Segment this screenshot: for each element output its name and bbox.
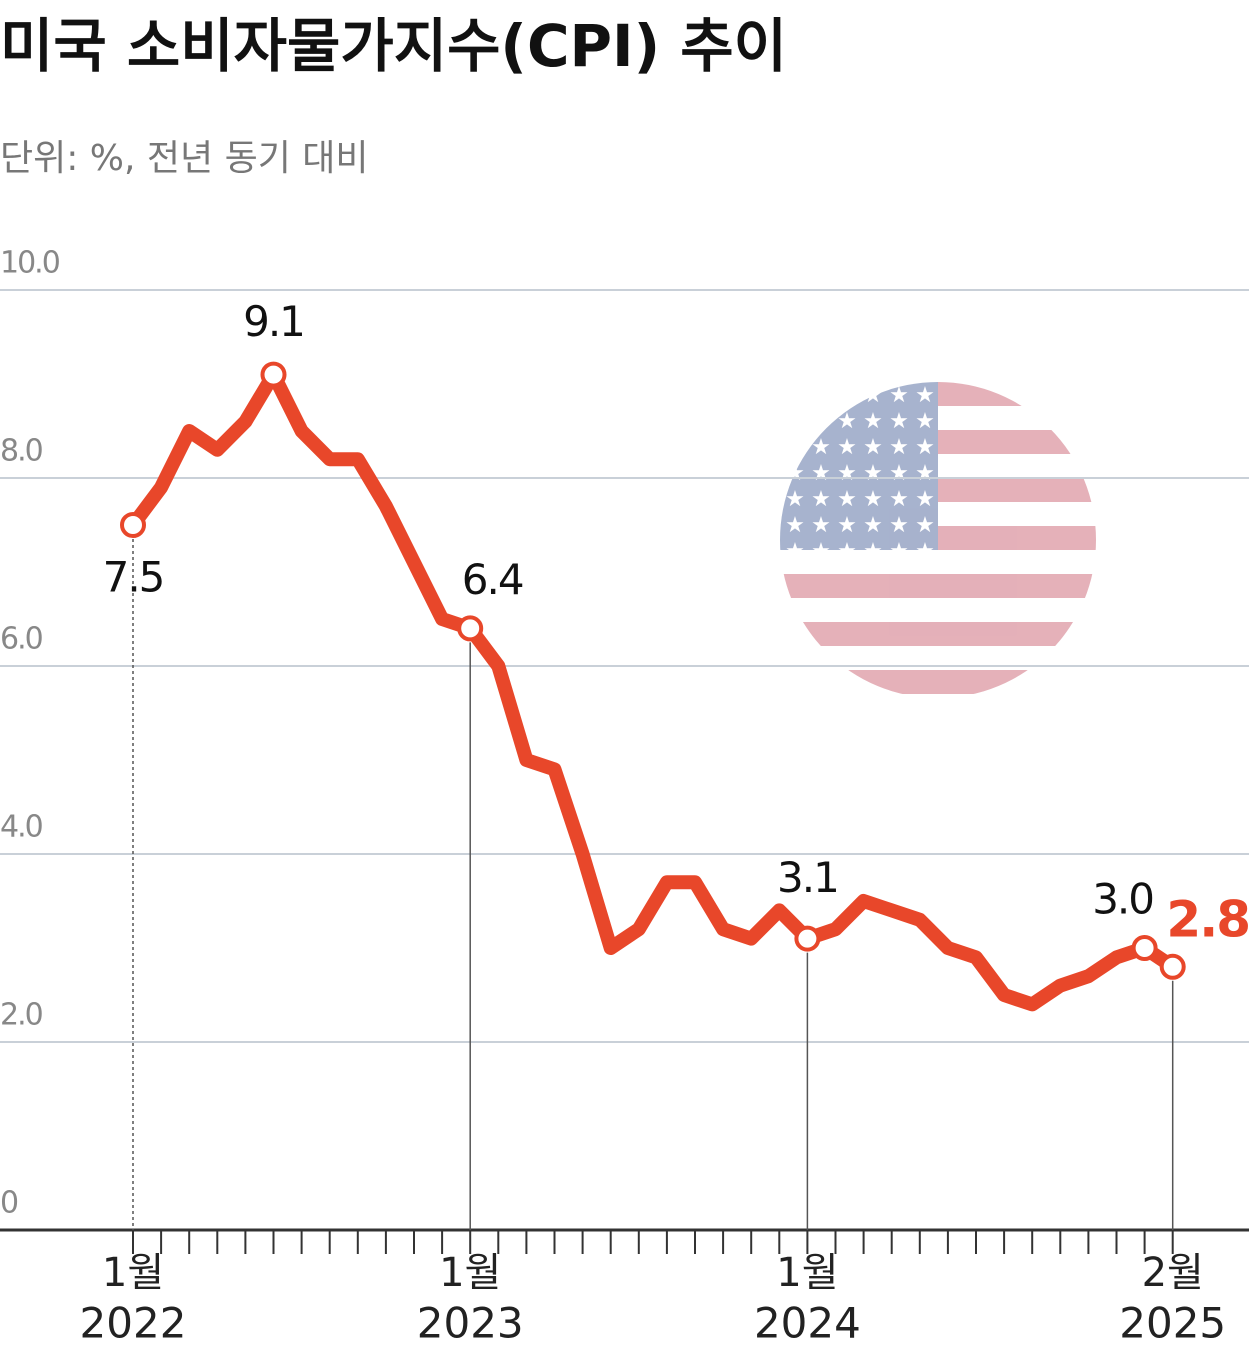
point [1131, 935, 1158, 961]
flag-icon [780, 382, 1096, 698]
value-label: 3.1 [777, 853, 838, 902]
x-tick-label: 1월 [102, 1250, 164, 1296]
point [794, 925, 821, 952]
y-tick-label: 6.0 [0, 622, 43, 657]
chart-subtitle: 단위: %, 전년 동기 대비 [0, 138, 369, 179]
value-label: 6.4 [462, 555, 523, 604]
chart-title: 미국 소비자물가지수(CPI) 추이 [0, 12, 787, 80]
point [120, 512, 146, 538]
y-tick-label: 0 [0, 1186, 18, 1221]
y-tick-label: 8.0 [0, 434, 43, 469]
x-tick-label: 1월 [776, 1250, 838, 1296]
value-label: 7.5 [103, 553, 164, 602]
x-tick-label: 2월 [1142, 1250, 1204, 1296]
x-tick-year: 2023 [417, 1299, 524, 1348]
value-label: 9.1 [243, 297, 304, 346]
x-tick-year: 2025 [1119, 1299, 1226, 1348]
value-label: 2.8 [1166, 890, 1249, 948]
x-tick-year: 2024 [754, 1299, 861, 1348]
y-tick-label: 4.0 [0, 810, 43, 845]
line [126, 367, 1180, 1012]
x-tick-year: 2022 [80, 1299, 187, 1348]
x-tick-label: 1월 [439, 1250, 501, 1296]
point [457, 615, 484, 642]
point [260, 361, 287, 388]
y-tick-label: 10.0 [0, 246, 60, 281]
value-label: 3.0 [1092, 875, 1153, 924]
y-tick-label: 2.0 [0, 998, 43, 1033]
point [1159, 953, 1186, 980]
